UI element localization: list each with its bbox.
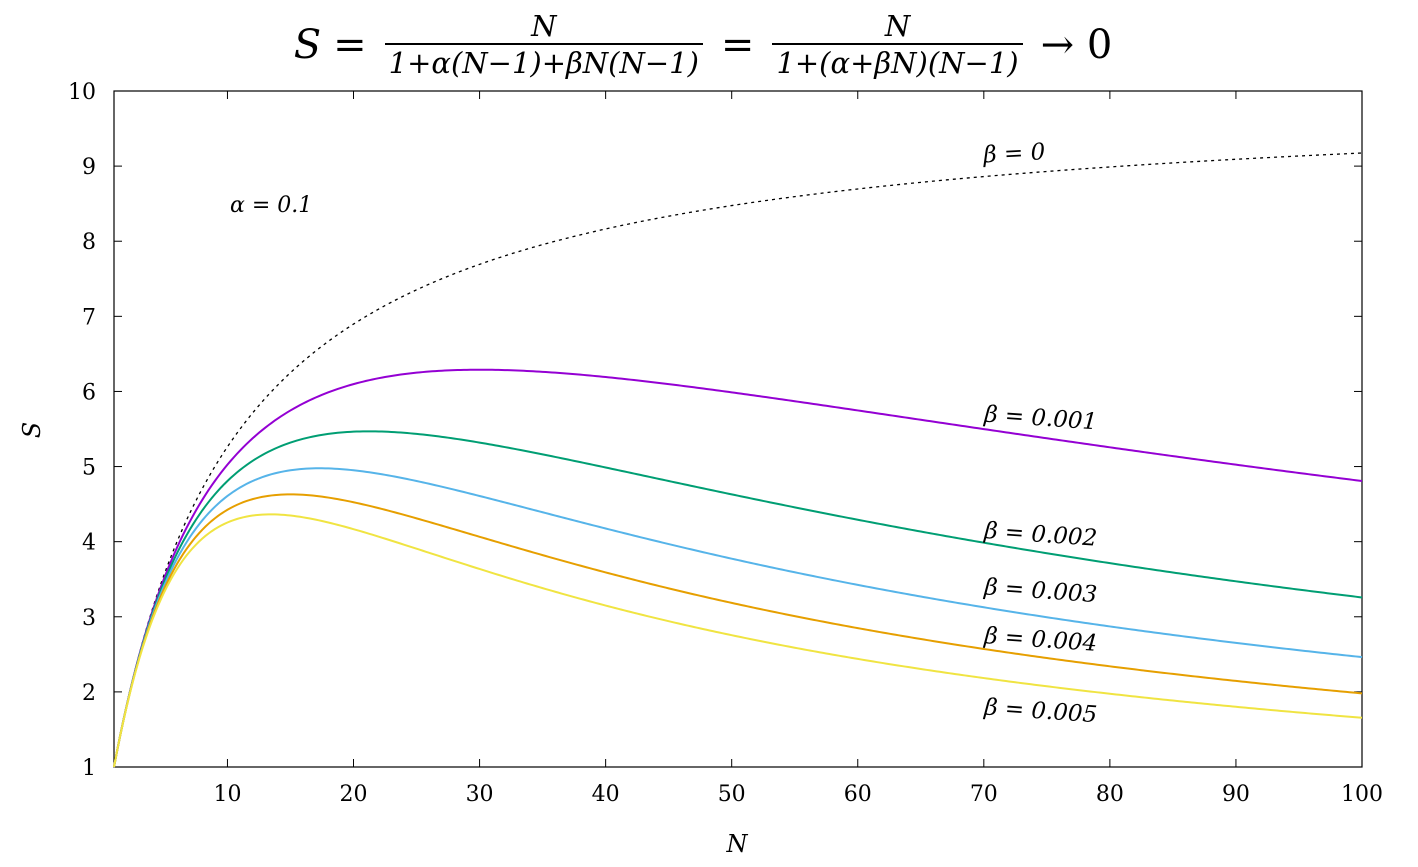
- x-tick-label: 10: [213, 782, 241, 807]
- y-tick-label: 1: [82, 756, 96, 781]
- y-tick-label: 8: [82, 230, 96, 255]
- series-label-5: β = 0.005: [982, 694, 1098, 728]
- x-tick-label: 40: [592, 782, 620, 807]
- series-line-1: [113, 368, 1363, 768]
- x-tick-label: 100: [1341, 782, 1383, 807]
- plot-frame: [113, 90, 1363, 768]
- title-tail: → 0: [1040, 22, 1113, 68]
- title-fraction-2-denominator: 1+(α+βN)(N−1): [772, 43, 1023, 81]
- title-equals-2: =: [720, 22, 755, 68]
- y-tick-label: 2: [82, 681, 96, 706]
- x-tick-label: 50: [718, 782, 746, 807]
- y-tick-label: 6: [82, 380, 96, 405]
- chart-title: S = N 1+α(N−1)+βN(N−1) = N 1+(α+βN)(N−1)…: [0, 0, 1418, 90]
- title-lhs: S: [293, 22, 322, 68]
- title-fraction-1-denominator: 1+α(N−1)+βN(N−1): [384, 43, 703, 81]
- series-line-4: [113, 493, 1363, 768]
- y-tick-label: 10: [68, 80, 96, 105]
- title-fraction-1: N 1+α(N−1)+βN(N−1): [384, 9, 703, 81]
- x-tick-label: 20: [340, 782, 368, 807]
- y-tick-label: 3: [82, 606, 96, 631]
- y-tick-label: 7: [82, 305, 96, 330]
- x-tick-label: 30: [466, 782, 494, 807]
- title-fraction-2: N 1+(α+βN)(N−1): [772, 9, 1023, 81]
- series-group: [113, 152, 1363, 768]
- x-tick-label: 80: [1096, 782, 1124, 807]
- y-tick-label: 5: [82, 456, 96, 481]
- series-label-3: β = 0.003: [982, 574, 1098, 608]
- y-axis-label: S: [18, 422, 46, 438]
- title-fraction-1-numerator: N: [531, 9, 557, 43]
- series-line-5: [113, 513, 1363, 768]
- series-label-1: β = 0.001: [982, 401, 1098, 435]
- series-line-3: [113, 467, 1363, 768]
- x-tick-label: 70: [970, 782, 998, 807]
- series-line-2: [113, 430, 1363, 768]
- y-tick-label: 4: [82, 531, 96, 556]
- series-label-0: β = 0: [982, 139, 1046, 168]
- x-tick-label: 90: [1222, 782, 1250, 807]
- series-labels: β = 0 β = 0.001 β = 0.002 β = 0.003 β = 0.00…: [982, 139, 1098, 728]
- x-axis-label: N: [726, 830, 749, 858]
- y-tick-label: 9: [82, 155, 96, 180]
- series-line-0: [113, 152, 1363, 768]
- series-label-2: β = 0.002: [982, 518, 1098, 552]
- title-equals-1: =: [333, 22, 367, 68]
- axes: 10 20 30 40 50 60 70 80 90 100 1 2 3 4 5 6 7 8 9 10: [68, 80, 1383, 807]
- title-fraction-2-numerator: N: [884, 9, 911, 43]
- x-tick-label: 60: [844, 782, 872, 807]
- alpha-annotation: α = 0.1: [230, 193, 312, 218]
